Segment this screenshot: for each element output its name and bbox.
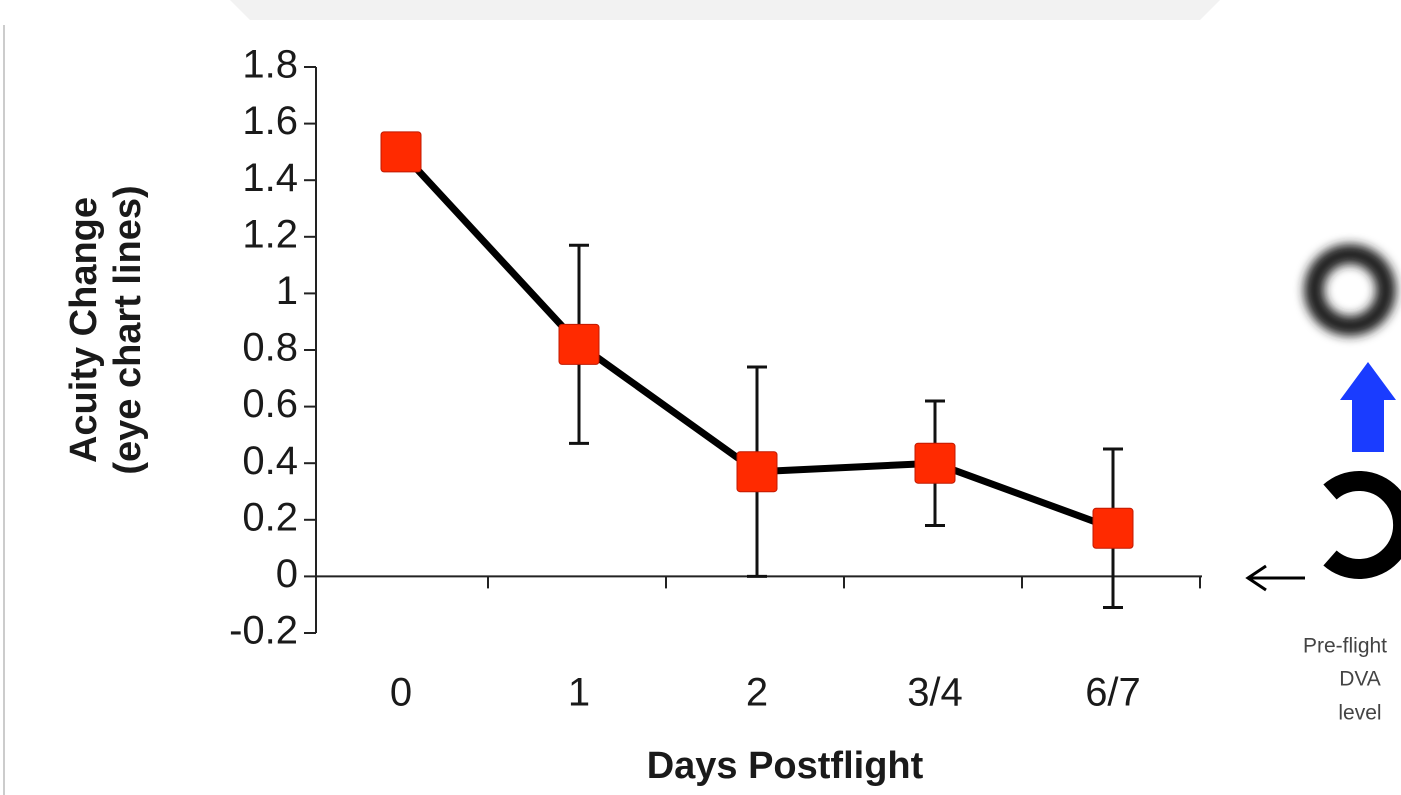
marker [914, 442, 956, 484]
annotation: Pre-flight [1303, 635, 1387, 658]
x-tick-label: 6/7 [1085, 671, 1141, 715]
y-tick-label: 0.6 [242, 382, 298, 426]
y-title-line: Acuity Change [63, 197, 105, 463]
y-tick-label: 0 [276, 552, 298, 596]
y-tick-label: 1.6 [242, 99, 298, 143]
marker [736, 451, 778, 493]
annotation: DVA [1339, 668, 1381, 691]
left-arrow [1245, 564, 1305, 592]
blurred-ring [1304, 244, 1396, 336]
landolt-c [1323, 471, 1401, 579]
x-title: Days Postflight [647, 745, 924, 787]
marker [558, 323, 600, 365]
marker [380, 131, 422, 173]
blue-arrow [1340, 362, 1396, 452]
y-tick-label: 1.2 [242, 212, 298, 256]
background-band [230, 0, 1220, 20]
x-tick-label: 2 [746, 671, 768, 715]
y-tick-label: 0.4 [242, 439, 298, 483]
x-tick-label: 0 [390, 671, 412, 715]
y-tick-label: 1.4 [242, 156, 298, 200]
y-tick-label: 1 [276, 269, 298, 313]
x-tick-label: 1 [568, 671, 590, 715]
y-tick-label: 0.2 [242, 495, 298, 539]
y-tick-label: 0.8 [242, 326, 298, 370]
y-tick-label: 1.8 [242, 43, 298, 87]
annotation: level [1338, 702, 1381, 725]
y-tick-label: -0.2 [229, 609, 298, 653]
x-tick-label: 3/4 [907, 671, 963, 715]
marker [1092, 507, 1134, 549]
side-illustration: Pre-flight DVA level [1245, 244, 1401, 725]
y-title: Acuity Change (eye chart lines) [63, 185, 149, 474]
y-title-line: (eye chart lines) [107, 185, 149, 474]
